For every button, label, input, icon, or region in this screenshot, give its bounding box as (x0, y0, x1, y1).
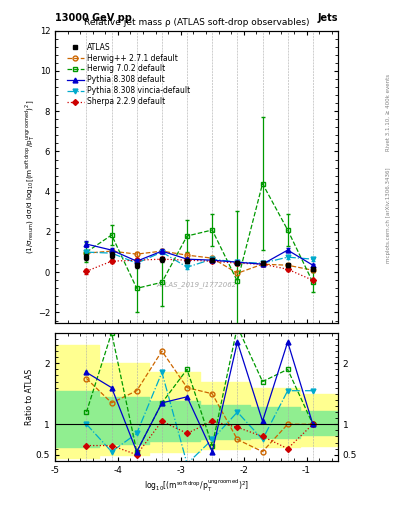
Text: Jets: Jets (318, 13, 338, 23)
Text: Rivet 3.1.10, ≥ 400k events: Rivet 3.1.10, ≥ 400k events (386, 74, 391, 151)
Legend: ATLAS, Herwig++ 2.7.1 default, Herwig 7.0.2 default, Pythia 8.308 default, Pythi: ATLAS, Herwig++ 2.7.1 default, Herwig 7.… (64, 40, 192, 109)
Y-axis label: (1/σ$_{\mathrm{resum}}$) dσ/d log$_{10}$[(m$^{\mathrm{soft\,drop}}$/p$_\mathrm{T: (1/σ$_{\mathrm{resum}}$) dσ/d log$_{10}$… (23, 99, 37, 254)
Text: ATLAS_2019_I1772062: ATLAS_2019_I1772062 (156, 281, 237, 288)
Text: mcplots.cern.ch [arXiv:1306.3436]: mcplots.cern.ch [arXiv:1306.3436] (386, 167, 391, 263)
Title: Relative jet mass ρ (ATLAS soft-drop observables): Relative jet mass ρ (ATLAS soft-drop obs… (84, 18, 309, 27)
Text: 13000 GeV pp: 13000 GeV pp (55, 13, 132, 23)
X-axis label: log$_{10}$[(m$^{\mathrm{soft\,drop}}$/p$_\mathrm{T}^{\mathrm{ungroomed}}$)$^2$]: log$_{10}$[(m$^{\mathrm{soft\,drop}}$/p$… (144, 477, 249, 494)
Y-axis label: Ratio to ATLAS: Ratio to ATLAS (26, 369, 35, 425)
